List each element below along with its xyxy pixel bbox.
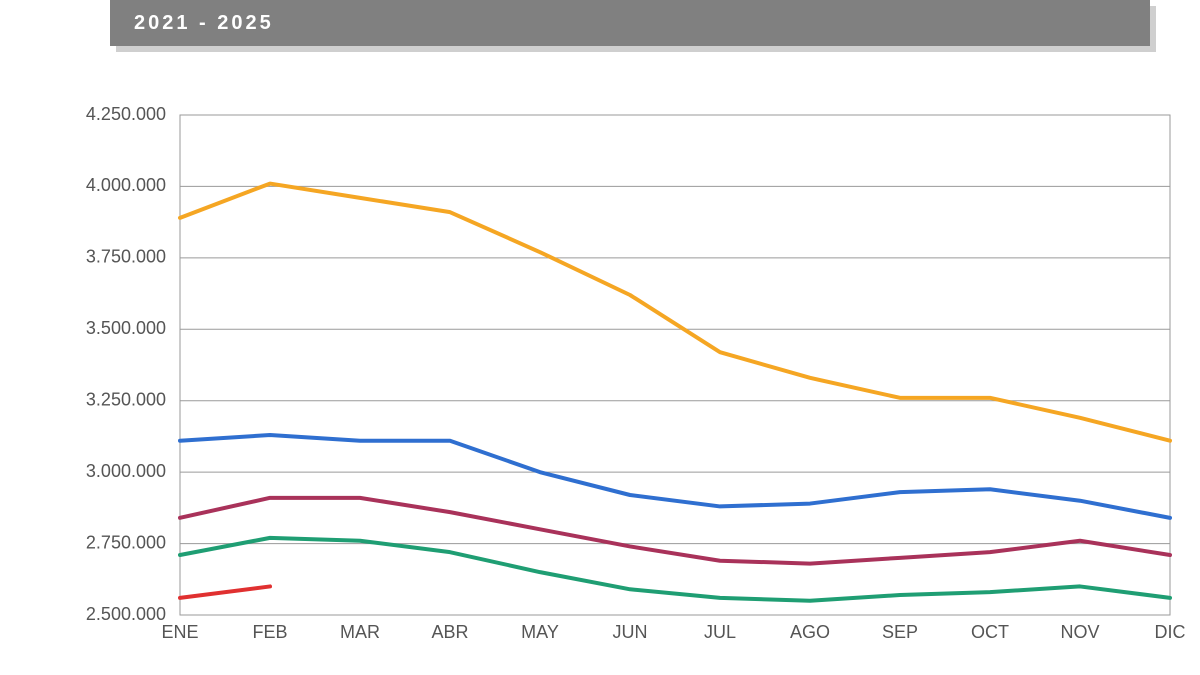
x-axis-label: MAY bbox=[521, 622, 559, 642]
x-axis-label: JUN bbox=[613, 622, 648, 642]
chart-svg: 4.250.0004.000.0003.750.0003.500.0003.25… bbox=[180, 115, 1170, 615]
x-axis-label: ABR bbox=[431, 622, 468, 642]
line-chart: 4.250.0004.000.0003.750.0003.500.0003.25… bbox=[180, 115, 1170, 615]
title-text: 2021 - 2025 bbox=[134, 12, 274, 35]
x-axis-label: JUL bbox=[704, 622, 736, 642]
y-axis-label: 4.000.000 bbox=[86, 175, 166, 195]
x-axis-label: DIC bbox=[1155, 622, 1186, 642]
x-axis-label: NOV bbox=[1060, 622, 1099, 642]
y-axis-label: 2.750.000 bbox=[86, 532, 166, 552]
y-axis-label: 2.500.000 bbox=[86, 604, 166, 624]
y-axis-label: 3.750.000 bbox=[86, 247, 166, 267]
title-bar-container: 2021 - 2025 bbox=[110, 0, 1150, 46]
y-axis-label: 3.000.000 bbox=[86, 461, 166, 481]
x-axis-label: ENE bbox=[161, 622, 198, 642]
y-axis-label: 3.250.000 bbox=[86, 389, 166, 409]
x-axis-label: SEP bbox=[882, 622, 918, 642]
x-axis-label: AGO bbox=[790, 622, 830, 642]
y-axis-label: 3.500.000 bbox=[86, 318, 166, 338]
y-axis-label: 4.250.000 bbox=[86, 104, 166, 124]
title-bar: 2021 - 2025 bbox=[110, 0, 1150, 46]
x-axis-label: FEB bbox=[252, 622, 287, 642]
page-root: 2021 - 2025 4.250.0004.000.0003.750.0003… bbox=[0, 0, 1200, 675]
x-axis-label: OCT bbox=[971, 622, 1009, 642]
x-axis-label: MAR bbox=[340, 622, 380, 642]
